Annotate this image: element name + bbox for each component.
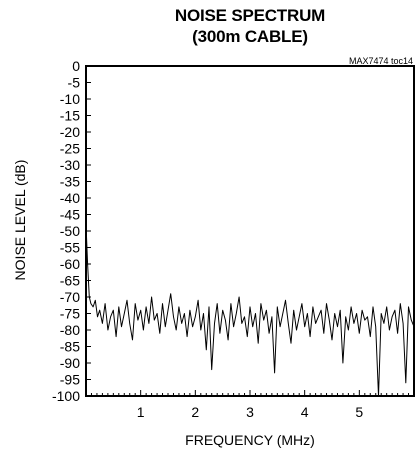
y-tick-label: -5 bbox=[68, 75, 81, 91]
x-tick-label: 2 bbox=[191, 404, 199, 420]
x-tick-label: 4 bbox=[301, 404, 309, 420]
y-tick-label: -25 bbox=[60, 141, 80, 157]
x-axis-label: FREQUENCY (MHz) bbox=[185, 432, 315, 448]
y-tick-label: -45 bbox=[60, 207, 80, 223]
y-tick-label: -35 bbox=[60, 174, 80, 190]
y-tick-label: -55 bbox=[60, 240, 80, 256]
y-tick-label: -80 bbox=[60, 322, 80, 338]
y-tick-label: -65 bbox=[60, 273, 80, 289]
y-tick-label: -20 bbox=[60, 124, 80, 140]
y-tick-label: -50 bbox=[60, 223, 80, 239]
figure-code: MAX7474 toc14 bbox=[348, 56, 413, 66]
x-tick-label: 5 bbox=[355, 404, 363, 420]
y-tick-label: -70 bbox=[60, 289, 80, 305]
y-tick-label: -85 bbox=[60, 339, 80, 355]
y-tick-label: -75 bbox=[60, 306, 80, 322]
chart-subtitle: (300m CABLE) bbox=[192, 27, 308, 46]
y-tick-label: -15 bbox=[60, 108, 80, 124]
plot-frame bbox=[85, 65, 415, 397]
y-tick-label: -100 bbox=[52, 388, 80, 404]
x-tick-label: 3 bbox=[246, 404, 254, 420]
x-tick-label: 1 bbox=[137, 404, 145, 420]
chart-title: NOISE SPECTRUM bbox=[174, 6, 326, 25]
y-tick-label: -95 bbox=[60, 372, 80, 388]
y-tick-label: 0 bbox=[72, 58, 80, 74]
y-tick-label: -40 bbox=[60, 190, 80, 206]
y-tick-label: -60 bbox=[60, 256, 80, 272]
y-tick-label: -10 bbox=[60, 91, 80, 107]
y-tick-label: -90 bbox=[60, 355, 80, 371]
series-line bbox=[85, 224, 415, 397]
y-tick-label: -30 bbox=[60, 157, 80, 173]
